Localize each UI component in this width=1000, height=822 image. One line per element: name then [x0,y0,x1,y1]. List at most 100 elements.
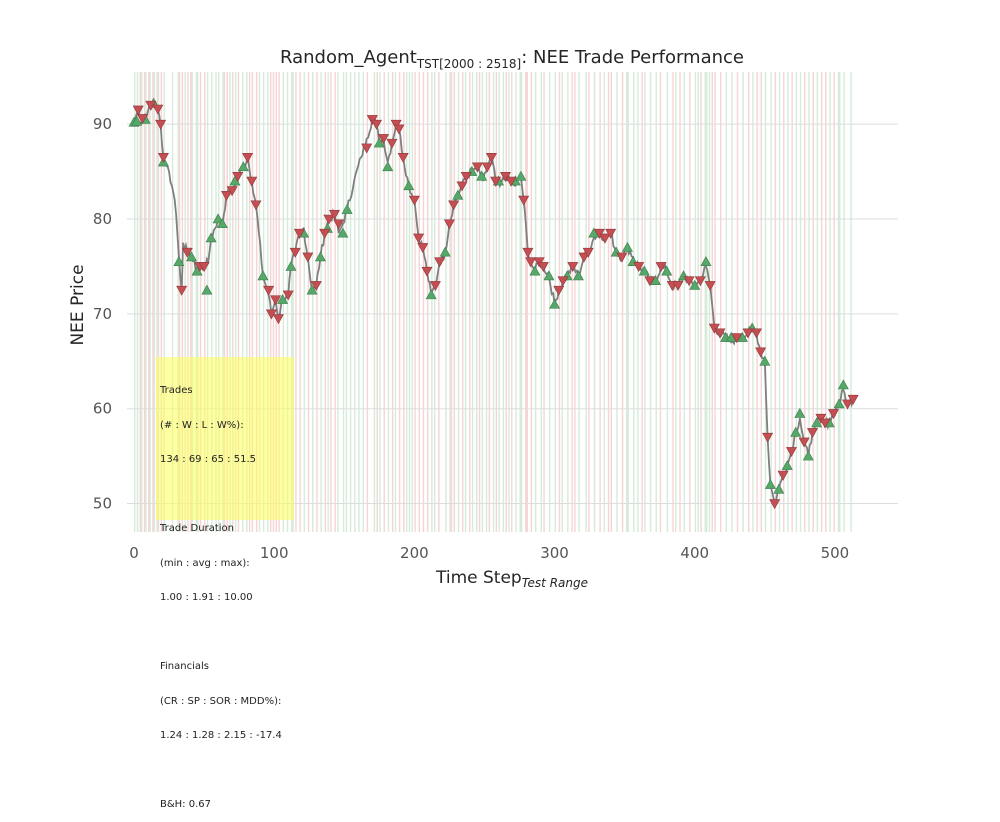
sell-marker [742,328,754,339]
short-position-span [462,72,464,532]
long-position-span [337,72,339,532]
buy-marker [185,251,197,262]
short-position-span [511,72,513,532]
sell-marker [672,281,684,292]
trade-markers [128,97,859,510]
stats-box: Trades (# : W : L : W%): 134 : 69 : 65 :… [156,357,294,810]
long-position-span [655,72,657,532]
chart-title: Random_AgentTST[2000 : 2518]: NEE Trade … [280,47,744,71]
buy-marker [700,256,712,266]
buy-marker [425,289,437,300]
long-position-span [184,72,186,532]
short-position-span [505,72,507,532]
sell-marker [605,228,617,239]
x-tick-labels: 0 100 200 300 400 500 [129,544,849,562]
long-position-span [345,72,348,532]
short-position-span [383,72,385,532]
short-position-span [641,72,643,532]
short-position-span [621,72,624,532]
long-position-span [433,72,436,532]
short-position-span [574,72,576,532]
sell-marker [198,262,210,273]
long-position-span [725,72,727,532]
long-position-span [644,72,646,532]
short-position-span [791,72,793,532]
long-position-span [354,72,356,532]
sell-marker [323,214,335,225]
short-position-span [187,72,189,532]
buy-marker [212,213,224,224]
long-position-span [379,72,381,532]
short-position-span [403,72,405,532]
buy-marker [549,298,561,309]
y-tick-label: 90 [93,115,112,133]
y-tick-label: 50 [93,495,112,513]
sell-marker [456,181,468,192]
sell-marker [136,114,148,125]
long-position-span [593,72,596,532]
chart-title-prefix: Random_Agent [280,47,417,68]
short-position-span [139,72,142,532]
sell-marker [522,247,534,258]
long-position-span [431,72,433,532]
long-position-span [675,72,677,532]
sell-marker [263,285,275,296]
buy-marker [638,265,650,276]
long-position-span [136,72,139,532]
long-position-span [799,72,802,532]
long-position-span [218,72,220,532]
long-position-span [708,72,711,532]
short-position-span [248,72,251,532]
long-position-span [163,72,165,532]
x-tick-label: 300 [540,544,569,562]
long-position-span [153,72,156,532]
long-position-span [134,72,136,532]
short-position-span [376,72,378,532]
sell-marker [731,333,743,344]
sell-marker [599,233,611,244]
sell-marker [333,219,345,230]
short-position-span [148,72,150,532]
sell-marker [567,262,579,273]
sell-marker [361,143,373,154]
sell-marker [819,418,831,429]
long-position-span [471,72,474,532]
short-position-span [226,72,228,532]
x-axis-label: Time StepTest Range [435,568,588,590]
short-position-span [700,72,702,532]
buy-marker [759,355,771,366]
long-position-span [312,72,314,532]
sell-marker [485,153,497,163]
long-position-span [157,72,160,532]
buy-marker [764,478,776,489]
sell-marker [221,190,233,201]
sell-marker [152,104,164,115]
short-position-span [391,72,394,532]
short-position-span [255,72,258,532]
long-position-span [408,72,411,532]
y-tick-label: 80 [93,210,112,228]
buy-marker [277,294,289,304]
long-position-span [616,72,618,532]
long-position-span [246,72,248,532]
x-tick-label: 400 [680,544,709,562]
sell-marker [378,134,390,145]
sell-marker [434,257,446,268]
buy-marker [237,161,249,172]
buy-marker [621,241,633,252]
stats-line: (# : W : L : W%): [160,419,244,431]
stats-line: (CR : SP : SOR : MDD%): [160,695,282,707]
long-position-span [222,72,224,532]
long-position-span [515,72,517,532]
long-position-span [626,72,629,532]
sell-marker [490,176,502,187]
sell-marker [842,399,854,410]
y-tick-labels: 50 60 70 80 90 [93,115,112,512]
long-position-span [145,72,147,532]
stats-line [160,489,290,501]
long-position-span [502,72,505,532]
long-position-span [540,72,542,532]
sell-marker [328,209,340,220]
stats-line [160,765,290,777]
long-position-span [778,72,781,532]
